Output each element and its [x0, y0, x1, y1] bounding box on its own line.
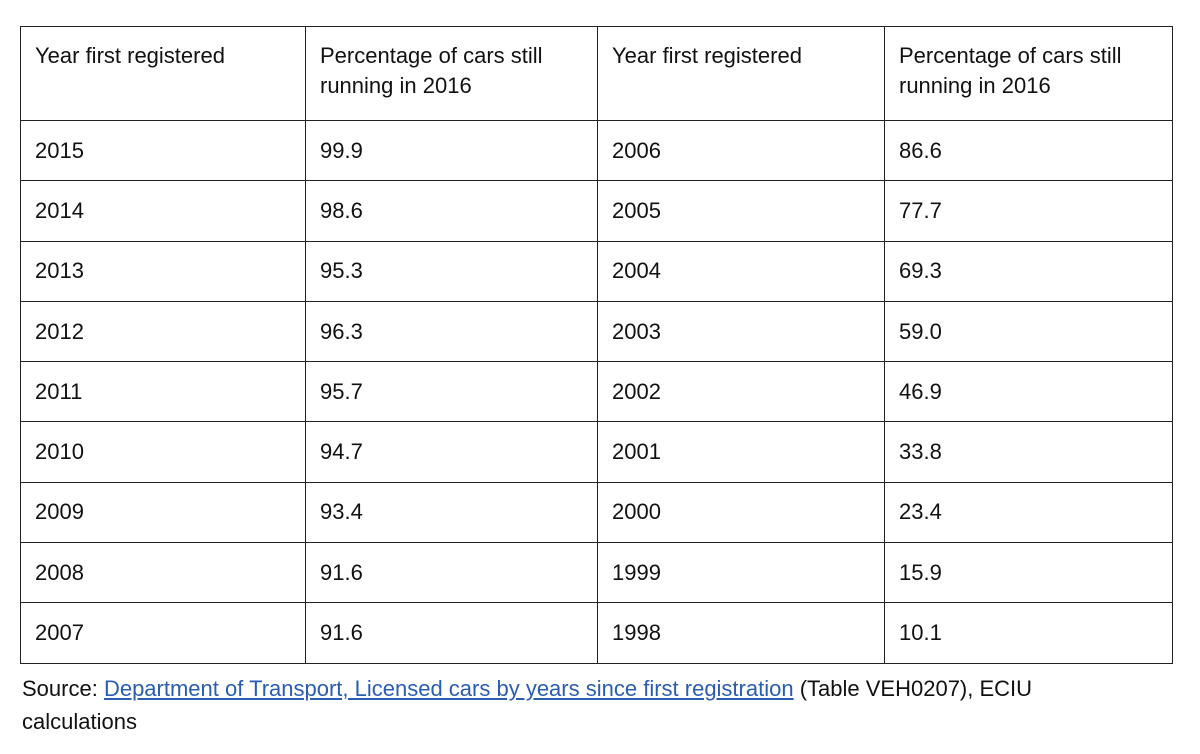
header-cell: Year first registered	[597, 26, 885, 121]
table-cell: 10.1	[884, 602, 1173, 664]
table-cell: 2015	[20, 119, 306, 182]
table-cell: 2005	[597, 180, 885, 242]
table-cell: 2003	[597, 300, 885, 363]
header-text: Year first registered	[35, 43, 225, 68]
data-table: Year first registered Percentage of cars …	[20, 26, 1173, 664]
source-suffix: (Table VEH0207), ECIU calculations	[22, 676, 1033, 734]
table-cell: 77.7	[884, 180, 1173, 242]
table-cell: 95.7	[305, 361, 598, 423]
table-cell: 59.0	[884, 300, 1173, 363]
table-cell: 95.3	[305, 240, 598, 302]
table-cell: 91.6	[305, 542, 598, 604]
header-cell: Year first registered	[20, 26, 306, 121]
header-row: Year first registered Percentage of cars …	[20, 26, 1173, 121]
table-row: 2015 99.9 2006 86.6	[20, 119, 1173, 182]
table-cell: 1998	[597, 602, 885, 664]
table-cell: 2000	[597, 481, 885, 544]
table-cell: 2006	[597, 119, 885, 182]
table-row: 2009 93.4 2000 23.4	[20, 481, 1173, 544]
table-cell: 93.4	[305, 481, 598, 544]
table-cell: 2001	[597, 421, 885, 483]
header-text: Percentage of cars still running in 2016	[899, 43, 1122, 98]
table-cell: 2013	[20, 240, 306, 302]
table-row: 2011 95.7 2002 46.9	[20, 361, 1173, 423]
table-cell: 23.4	[884, 481, 1173, 544]
table-row: 2012 96.3 2003 59.0	[20, 300, 1173, 363]
table-cell: 2012	[20, 300, 306, 363]
header-cell: Percentage of cars still running in 2016	[884, 26, 1173, 121]
table-cell: 69.3	[884, 240, 1173, 302]
table-cell: 2004	[597, 240, 885, 302]
source-prefix: Source:	[22, 676, 98, 701]
source-link[interactable]: Department of Transport, Licensed cars b…	[103, 676, 794, 701]
table-row: 2010 94.7 2001 33.8	[20, 421, 1173, 483]
table-row: 2007 91.6 1998 10.1	[20, 602, 1173, 664]
table-row: 2008 91.6 1999 15.9	[20, 542, 1173, 604]
table-cell: 2002	[597, 361, 885, 423]
table-cell: 86.6	[884, 119, 1173, 182]
table-cell: 15.9	[884, 542, 1173, 604]
source-note: Source: Department of Transport, License…	[22, 672, 1112, 738]
table-row: 2014 98.6 2005 77.7	[20, 180, 1173, 242]
header-text: Year first registered	[612, 43, 802, 68]
table-cell: 96.3	[305, 300, 598, 363]
table-cell: 2011	[20, 361, 306, 423]
table-cell: 98.6	[305, 180, 598, 242]
table-cell: 99.9	[305, 119, 598, 182]
table-cell: 2010	[20, 421, 306, 483]
header-text: Percentage of cars still running in 2016	[320, 43, 543, 98]
header-cell: Percentage of cars still running in 2016	[305, 26, 598, 121]
table-cell: 46.9	[884, 361, 1173, 423]
table-cell: 91.6	[305, 602, 598, 664]
table-cell: 2007	[20, 602, 306, 664]
table-cell: 33.8	[884, 421, 1173, 483]
table-cell: 2009	[20, 481, 306, 544]
table-cell: 2008	[20, 542, 306, 604]
table-cell: 1999	[597, 542, 885, 604]
table-row: 2013 95.3 2004 69.3	[20, 240, 1173, 302]
table-cell: 94.7	[305, 421, 598, 483]
table-cell: 2014	[20, 180, 306, 242]
